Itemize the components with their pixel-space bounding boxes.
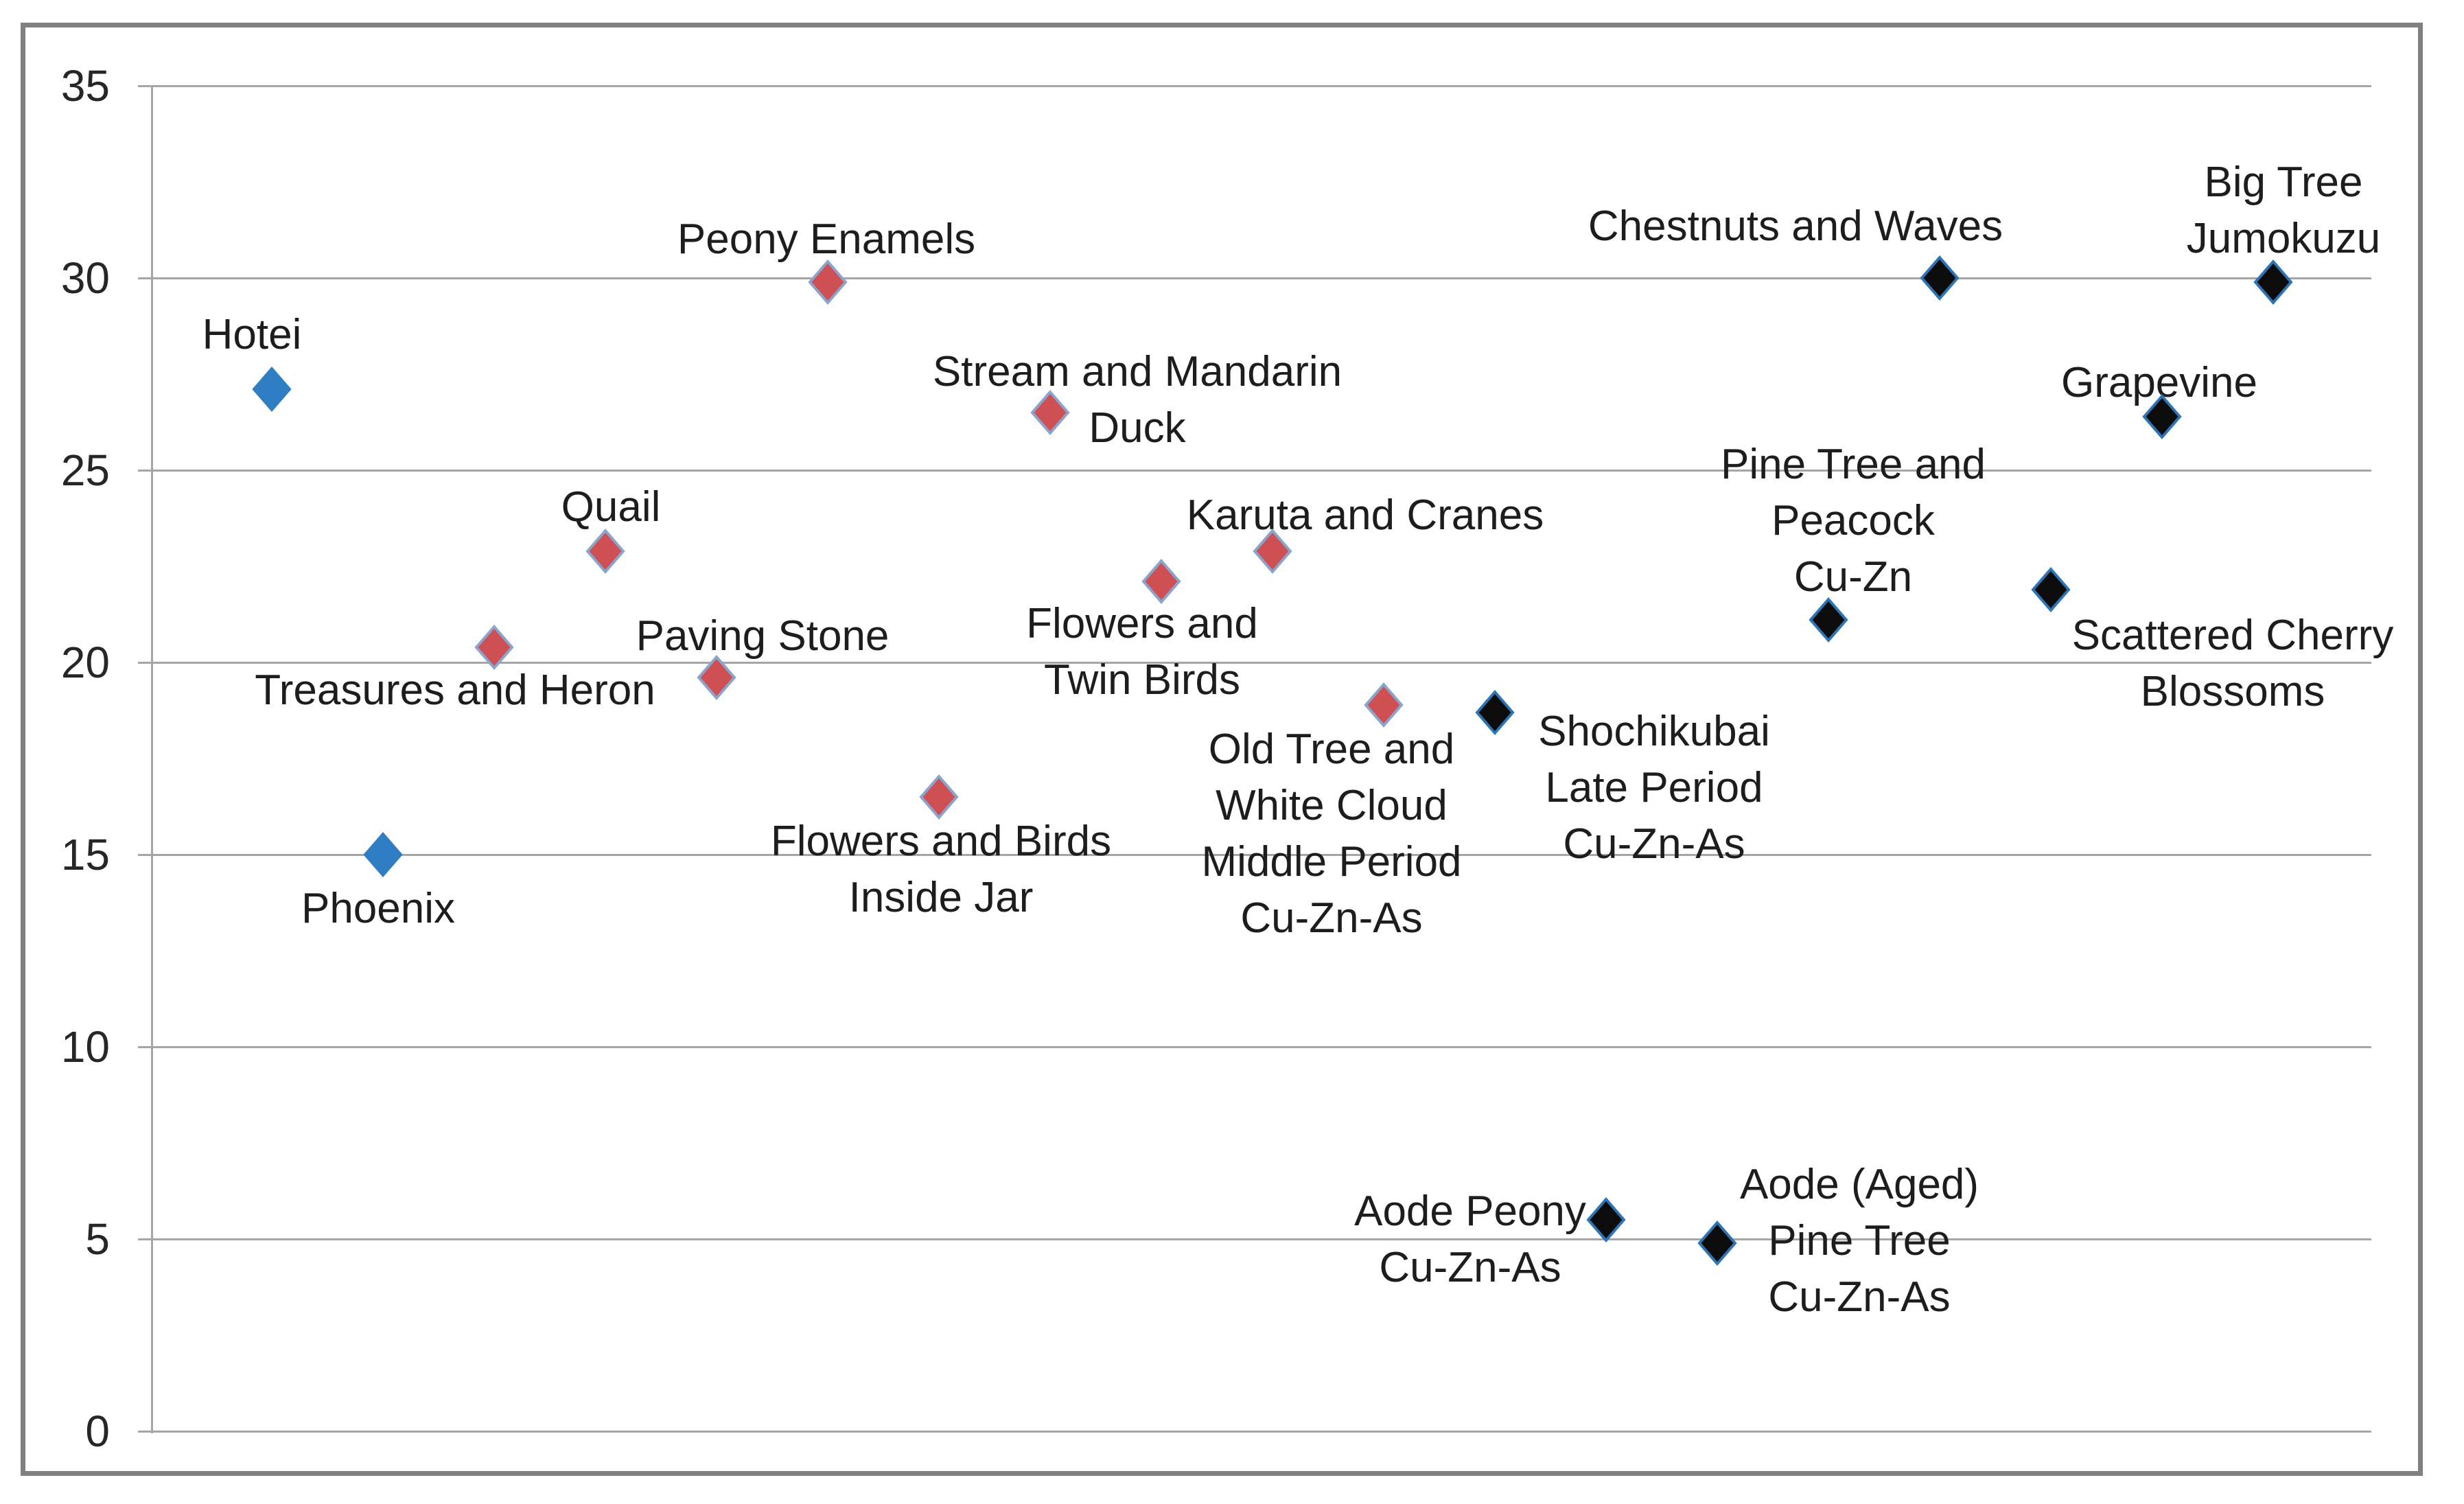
data-point-label: Aode Peony Cu-Zn-As: [1354, 1188, 1586, 1291]
data-point-label: Quail: [561, 483, 661, 531]
diamond-marker: [363, 831, 403, 878]
y-tick-label: 25: [60, 446, 110, 495]
gridline: [138, 662, 2371, 664]
diamond-marker: [1475, 689, 1515, 735]
diamond-icon: [697, 655, 736, 701]
diamond-marker: [1920, 255, 1960, 301]
plot-outer-border: [21, 23, 2423, 1476]
data-point-label: Scattered Cherry Blossoms: [2071, 611, 2394, 715]
data-point-label: Paving Stone: [636, 612, 890, 660]
diamond-marker: [252, 367, 292, 413]
diamond-icon: [1475, 689, 1515, 735]
data-point-label: Treasures and Heron: [255, 666, 655, 714]
data-point-label: Peony Enamels: [677, 215, 976, 263]
diamond-icon: [2031, 566, 2071, 612]
data-point-label: Karuta and Cranes: [1186, 491, 1544, 539]
gridline: [138, 470, 2371, 472]
diamond-icon: [1253, 528, 1292, 574]
diamond-marker: [1141, 559, 1181, 605]
diamond-marker: [2031, 566, 2071, 612]
diamond-marker: [1586, 1196, 1626, 1243]
diamond-icon: [1809, 597, 1848, 643]
y-tick-label: 0: [85, 1407, 110, 1456]
gridline: [138, 1046, 2371, 1048]
gridline: [138, 854, 2371, 856]
diamond-icon: [1920, 255, 1960, 301]
y-axis-line: [151, 86, 153, 1433]
data-point-label: Aode (Aged) Pine Tree Cu-Zn-As: [1739, 1160, 1979, 1321]
data-point-label: Chestnuts and Waves: [1588, 203, 2003, 250]
diamond-marker: [585, 528, 625, 574]
y-tick-label: 35: [60, 61, 110, 111]
diamond-icon: [585, 528, 625, 574]
y-tick-label: 5: [85, 1214, 110, 1264]
diamond-marker: [474, 624, 514, 670]
data-point-label: Phoenix: [301, 885, 456, 932]
y-tick-label: 15: [60, 830, 110, 879]
diamond-marker: [1030, 389, 1070, 436]
diamond-icon: [1141, 559, 1181, 605]
data-point-label: Stream and Mandarin Duck: [932, 348, 1343, 452]
diamond-marker: [2142, 393, 2182, 439]
diamond-marker: [1809, 597, 1848, 643]
y-tick-label: 30: [60, 253, 110, 303]
data-point-label: Hotei: [202, 311, 302, 359]
gridline: [138, 1431, 2371, 1433]
data-point-label: Flowers and Twin Birds: [1026, 600, 1258, 704]
data-point-label: Big Tree Jumokuzu: [2186, 158, 2381, 262]
gridline: [138, 277, 2371, 279]
diamond-marker: [808, 259, 848, 305]
gridline: [138, 1238, 2371, 1240]
diamond-icon: [2253, 259, 2293, 305]
diamond-marker: [919, 774, 959, 820]
diamond-icon: [1030, 389, 1070, 436]
y-tick-label: 20: [60, 638, 110, 687]
diamond-icon: [2142, 393, 2182, 439]
y-tick-label: 10: [60, 1022, 110, 1072]
diamond-marker: [1364, 682, 1404, 728]
diamond-icon: [808, 259, 848, 305]
data-point-label: Shochikubai Late Period Cu-Zn-As: [1538, 707, 1770, 868]
diamond-marker: [1697, 1220, 1737, 1266]
diamond-icon: [919, 774, 959, 820]
data-point-label: Old Tree and White Cloud Middle Period C…: [1201, 725, 1462, 942]
diamond-marker: [697, 655, 736, 701]
diamond-icon: [1697, 1220, 1737, 1266]
diamond-icon: [474, 624, 514, 670]
diamond-icon: [363, 831, 403, 878]
data-point-label: Pine Tree and Peacock Cu-Zn: [1720, 441, 1986, 601]
data-point-label: Flowers and Birds Inside Jar: [770, 818, 1112, 921]
diamond-icon: [1586, 1196, 1626, 1243]
diamond-icon: [252, 367, 292, 413]
diamond-marker: [2253, 259, 2293, 305]
diamond-marker: [1253, 528, 1292, 574]
gridline: [138, 85, 2371, 87]
diamond-icon: [1364, 682, 1404, 728]
